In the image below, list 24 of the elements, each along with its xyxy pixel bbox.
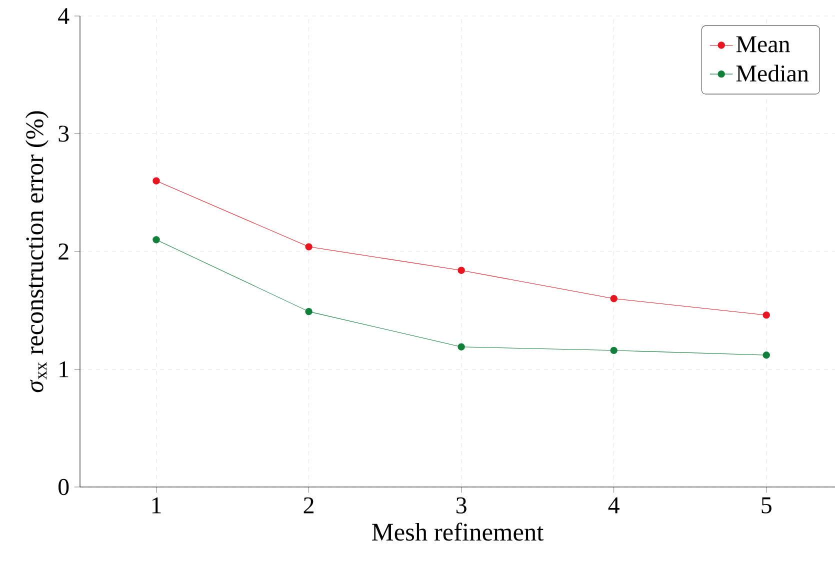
y-tick-label: 2 bbox=[58, 244, 68, 260]
point bbox=[458, 343, 465, 350]
x-tick-label: 5 bbox=[762, 497, 772, 514]
x-tick-label: 1 bbox=[152, 497, 161, 514]
y-axis-title: σ$_{xx}$ reconstruction error (%) bbox=[25, 111, 48, 392]
x-tick-label: 3 bbox=[456, 497, 466, 514]
point bbox=[458, 266, 465, 274]
legend-label: Mean bbox=[736, 36, 790, 52]
legend-label: Median bbox=[736, 64, 809, 82]
point bbox=[152, 236, 160, 244]
point bbox=[610, 295, 618, 302]
point bbox=[152, 177, 160, 184]
point bbox=[762, 311, 770, 319]
point bbox=[610, 346, 618, 354]
point bbox=[305, 308, 312, 316]
x-tick-label: 2 bbox=[304, 497, 314, 514]
y-tick-label: 3 bbox=[58, 126, 69, 142]
point bbox=[305, 243, 312, 250]
y-tick-label: 1 bbox=[60, 361, 68, 378]
y-tick-label: 0 bbox=[58, 478, 69, 496]
x-tick-label: 4 bbox=[608, 497, 620, 514]
x-axis-title: Mesh refinement bbox=[372, 522, 544, 541]
point bbox=[762, 352, 770, 359]
y-tick-label: 4 bbox=[58, 8, 70, 24]
